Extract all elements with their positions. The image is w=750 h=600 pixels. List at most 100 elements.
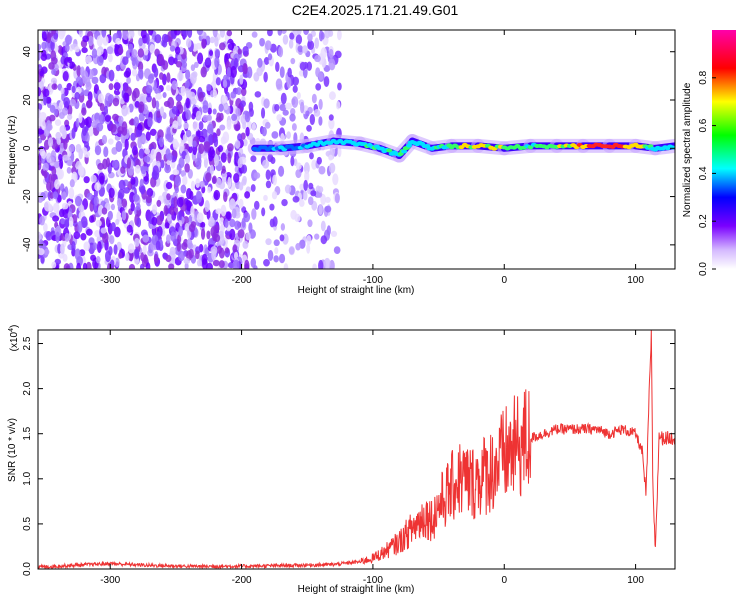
heatmap-cell bbox=[113, 82, 121, 91]
heatmap-cell bbox=[81, 47, 88, 54]
heatmap-cell bbox=[326, 225, 331, 236]
heatmap-cell bbox=[96, 55, 104, 66]
heatmap-cell bbox=[275, 78, 283, 90]
spectrogram-y-tick-label: 40 bbox=[22, 46, 33, 58]
heatmap-cell bbox=[207, 107, 212, 115]
heatmap-cell bbox=[181, 242, 188, 251]
heatmap-cell bbox=[108, 246, 113, 256]
heatmap-cell bbox=[165, 234, 171, 244]
heatmap-cell bbox=[232, 259, 240, 269]
heatmap-cell bbox=[218, 260, 225, 269]
heatmap-cell bbox=[77, 165, 85, 177]
heatmap-cell bbox=[201, 38, 207, 49]
heatmap-cell bbox=[71, 85, 76, 94]
heatmap-cell bbox=[38, 128, 45, 135]
heatmap-cell bbox=[292, 85, 298, 93]
heatmap-cell bbox=[146, 187, 154, 198]
heatmap-cell bbox=[282, 109, 289, 116]
heatmap-cell bbox=[166, 193, 171, 201]
heatmap-cell bbox=[275, 61, 280, 72]
heatmap-cell bbox=[206, 83, 212, 92]
heatmap-cell bbox=[244, 111, 251, 123]
heatmap-cell bbox=[166, 84, 171, 92]
snr-series-line bbox=[38, 330, 675, 569]
heatmap-cell bbox=[159, 72, 164, 80]
heatmap-cell bbox=[78, 112, 83, 124]
heatmap-cell bbox=[58, 101, 63, 110]
heatmap-cell bbox=[177, 54, 182, 61]
heatmap-cell bbox=[263, 57, 270, 65]
heatmap-cell bbox=[315, 67, 321, 78]
heatmap-cell bbox=[57, 194, 62, 203]
heatmap-cell bbox=[227, 152, 232, 164]
heatmap-cell bbox=[138, 101, 145, 113]
heatmap-cell bbox=[56, 137, 62, 145]
heatmap-cell bbox=[185, 109, 192, 121]
heatmap-cell bbox=[182, 175, 188, 186]
heatmap-cell bbox=[206, 230, 211, 240]
heatmap-cell bbox=[269, 218, 275, 228]
snr-x-tick-label: -100 bbox=[363, 575, 383, 586]
heatmap-cell bbox=[286, 131, 291, 139]
heatmap-cell bbox=[156, 199, 162, 207]
heatmap-cell bbox=[157, 53, 165, 66]
heatmap-cell bbox=[180, 170, 187, 178]
heatmap-cell bbox=[109, 235, 115, 245]
heatmap-cell bbox=[292, 30, 300, 36]
heatmap-cell bbox=[233, 57, 239, 68]
heatmap-cell bbox=[53, 202, 60, 213]
heatmap-cell bbox=[102, 158, 108, 170]
heatmap-cell bbox=[81, 107, 87, 116]
heatmap-cell bbox=[165, 181, 173, 190]
heatmap-cell bbox=[306, 234, 312, 246]
snr-y-tick-label: 2.5 bbox=[22, 336, 33, 350]
heatmap-cell bbox=[132, 194, 140, 202]
heatmap-cell bbox=[60, 218, 66, 225]
heatmap-cell bbox=[55, 231, 60, 243]
spectrogram-y-ticks: -40 -20 0 20 40 bbox=[22, 46, 675, 252]
heatmap-cell bbox=[146, 94, 152, 103]
heatmap-cell bbox=[313, 109, 321, 117]
heatmap-cell bbox=[306, 124, 312, 132]
heatmap-cell bbox=[144, 148, 151, 155]
heatmap-cell bbox=[136, 202, 141, 211]
heatmap-cell bbox=[278, 165, 285, 177]
heatmap-cell bbox=[295, 162, 302, 170]
heatmap-cell bbox=[150, 148, 157, 160]
heatmap-cell bbox=[318, 98, 323, 110]
heatmap-cell bbox=[250, 155, 257, 163]
heatmap-cell bbox=[210, 149, 216, 159]
heatmap-cell bbox=[176, 197, 184, 208]
heatmap-cell bbox=[166, 213, 172, 222]
heatmap-cell bbox=[185, 87, 190, 95]
heatmap-cell bbox=[87, 35, 94, 47]
heatmap-cell bbox=[152, 165, 159, 176]
heatmap-cell bbox=[69, 99, 77, 107]
heatmap-cell bbox=[279, 66, 285, 79]
heatmap-cell bbox=[61, 202, 69, 210]
heatmap-cell bbox=[231, 208, 237, 219]
heatmap-cell bbox=[124, 92, 130, 103]
heatmap-cell bbox=[91, 76, 99, 85]
heatmap-cell bbox=[55, 131, 62, 140]
heatmap-cell bbox=[142, 245, 147, 255]
heatmap-cell bbox=[320, 193, 326, 206]
heatmap-cell bbox=[74, 91, 80, 100]
heatmap-cell bbox=[45, 120, 52, 132]
heatmap-cell bbox=[49, 114, 56, 122]
heatmap-cell bbox=[173, 141, 180, 149]
heatmap-cell bbox=[185, 69, 191, 80]
heatmap-cell bbox=[242, 45, 249, 56]
heatmap-cell bbox=[223, 191, 228, 203]
heatmap-cell bbox=[51, 83, 58, 90]
heatmap-cell bbox=[110, 123, 117, 133]
heatmap-cell bbox=[187, 242, 194, 250]
heatmap-cell bbox=[74, 46, 80, 53]
heatmap-cell bbox=[278, 253, 286, 264]
heatmap-cell bbox=[224, 247, 230, 254]
heatmap-cell bbox=[51, 68, 57, 76]
heatmap-cell bbox=[323, 76, 330, 87]
heatmap-cell bbox=[267, 249, 274, 261]
heatmap-cell bbox=[265, 238, 272, 246]
heatmap-cell bbox=[226, 119, 232, 131]
